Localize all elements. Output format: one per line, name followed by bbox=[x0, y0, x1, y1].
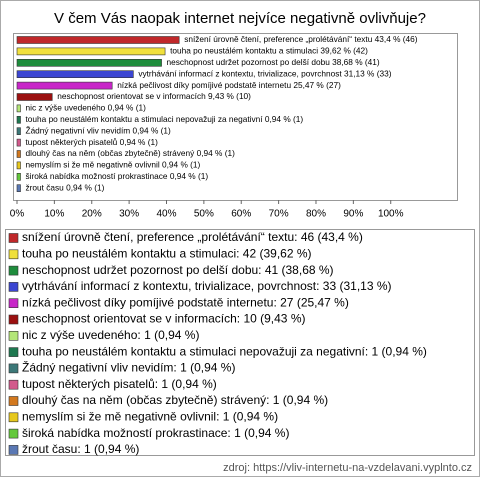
bar bbox=[16, 173, 21, 181]
legend-label: žrout času: 1 (0,94 %) bbox=[22, 442, 139, 456]
legend-swatch bbox=[8, 363, 19, 374]
legend-swatch bbox=[8, 347, 19, 357]
chart-title: V čem Vás naopak internet nejvíce negati… bbox=[54, 10, 426, 27]
bar bbox=[16, 104, 21, 113]
legend-swatch bbox=[8, 379, 19, 390]
bar-label: touha po neustálém kontaktu a stimulaci … bbox=[26, 114, 304, 124]
legend-label: neschopnost orientovat se v informacích:… bbox=[22, 312, 305, 326]
bar-label: nízká pečlivost díky pomíjivé podstatě i… bbox=[117, 80, 341, 90]
bar bbox=[16, 93, 53, 101]
bar bbox=[16, 36, 180, 44]
legend-swatch bbox=[8, 249, 19, 260]
bar bbox=[16, 184, 21, 192]
legend-swatch bbox=[8, 265, 19, 276]
legend-swatch bbox=[8, 233, 19, 243]
bar bbox=[16, 138, 21, 147]
bar-label: široká nabídka možností prokrastinace 0,… bbox=[26, 171, 209, 181]
legend-swatch bbox=[8, 445, 19, 455]
bar bbox=[16, 127, 21, 135]
bar-label: touha po neustálém kontaktu a stimulaci … bbox=[170, 46, 368, 56]
x-tick-label: 0% bbox=[10, 209, 25, 220]
bar-label: Žádný negativní vliv nevidím 0,94 % (1) bbox=[26, 125, 172, 135]
x-tick-label: 30% bbox=[119, 209, 139, 220]
bar-label: snížení úrovně čtení, preference „prolét… bbox=[184, 34, 418, 44]
legend-label: nic z výše uvedeného: 1 (0,94 %) bbox=[22, 328, 199, 342]
bar bbox=[16, 81, 113, 90]
x-tick-label: 100% bbox=[378, 209, 404, 220]
legend-label: touha po neustálém kontaktu a stimulaci … bbox=[22, 344, 427, 358]
bar-label: vytrhávání informací z kontextu, trivial… bbox=[138, 68, 391, 78]
legend-swatch bbox=[8, 396, 19, 406]
legend-swatch bbox=[8, 314, 19, 325]
x-tick-label: 80% bbox=[306, 209, 326, 220]
x-tick-label: 40% bbox=[156, 209, 176, 220]
bar-label: nemyslím si že mě negativně ovlivnil 0,9… bbox=[26, 160, 201, 170]
x-tick-label: 90% bbox=[343, 209, 363, 220]
bar-label: žrout času 0,94 % (1) bbox=[26, 182, 105, 192]
x-tick-label: 10% bbox=[44, 209, 64, 220]
bar-label: nic z výše uvedeného 0,94 % (1) bbox=[26, 103, 147, 113]
bar bbox=[16, 47, 166, 56]
legend-label: snížení úrovně čtení, preference „prolét… bbox=[22, 230, 363, 244]
x-tick-label: 50% bbox=[194, 209, 214, 220]
bar bbox=[16, 70, 134, 78]
legend-label: vytrhávání informací z kontextu, trivial… bbox=[22, 279, 392, 293]
legend-swatch bbox=[8, 412, 19, 423]
legend-label: tupost některých pisatelů: 1 (0,94 %) bbox=[22, 377, 217, 391]
legend-label: dlouhý čas na něm (občas zbytečně) stráv… bbox=[22, 393, 328, 407]
legend-label: nízká pečlivost díky pomíjivé podstatě i… bbox=[22, 295, 349, 309]
source: zdroj: https://vliv-internetu-na-vzdelav… bbox=[223, 462, 472, 474]
x-tick-label: 70% bbox=[269, 209, 289, 220]
legend-label: neschopnost udržet pozornost po delší do… bbox=[22, 263, 334, 277]
x-tick-label: 60% bbox=[231, 209, 251, 220]
bar-label: neschopnost udržet pozornost po delší do… bbox=[167, 57, 380, 67]
legend-label: Žádný negativní vliv nevidím: 1 (0,94 %) bbox=[22, 360, 235, 375]
legend-swatch bbox=[8, 330, 19, 341]
legend-label: touha po neustálém kontaktu a stimulaci:… bbox=[22, 246, 312, 260]
bar bbox=[16, 150, 21, 158]
legend-swatch bbox=[8, 282, 19, 292]
bar-label: dlouhý čas na něm (občas zbytečně) stráv… bbox=[26, 148, 236, 158]
legend-label: široká nabídka možností prokrastinace: 1… bbox=[22, 426, 289, 440]
bar-label: neschopnost orientovat se v informacích … bbox=[57, 91, 251, 101]
legend-label: nemyslím si že mě negativně ovlivnil: 1 … bbox=[22, 409, 278, 423]
bar-label: tupost některých pisatelů 0,94 % (1) bbox=[26, 137, 159, 147]
bar bbox=[16, 116, 21, 124]
x-tick-label: 20% bbox=[82, 209, 102, 220]
legend-swatch bbox=[8, 298, 19, 309]
legend-swatch bbox=[8, 428, 19, 439]
bar bbox=[16, 58, 162, 67]
bar bbox=[16, 161, 21, 170]
legend-box bbox=[5, 229, 475, 456]
